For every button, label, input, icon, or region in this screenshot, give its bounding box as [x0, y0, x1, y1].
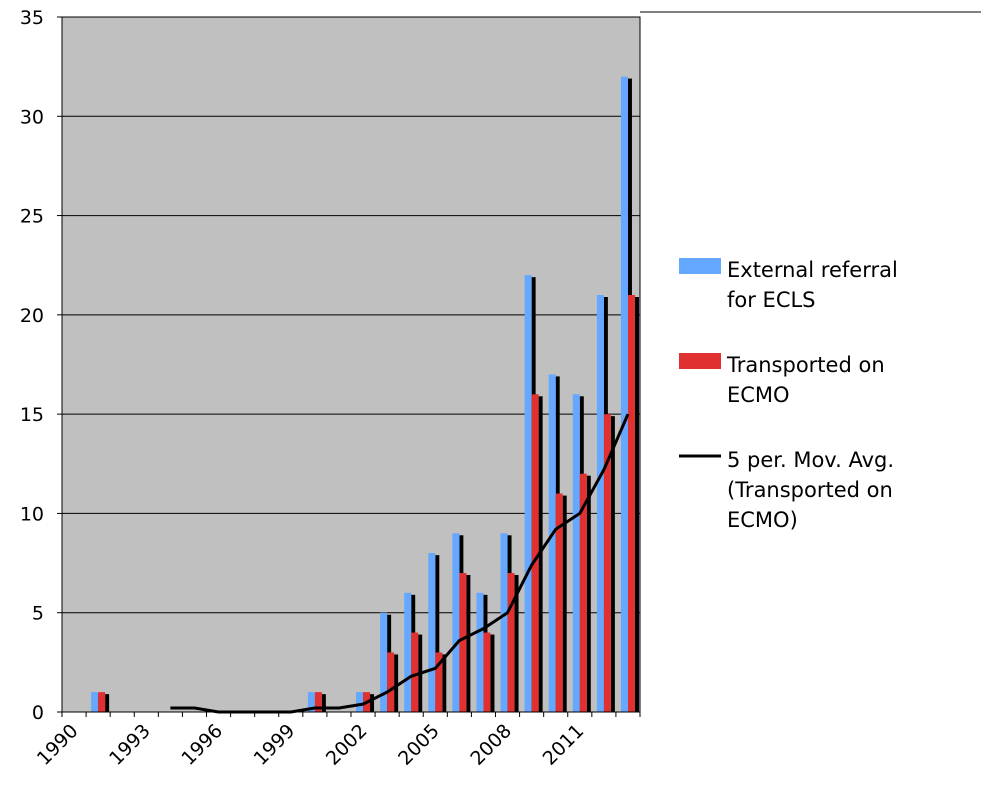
- legend-label: (Transported on: [727, 478, 893, 502]
- x-tick-label: 1996: [177, 720, 227, 770]
- bar-transported-on-ecmo: [98, 692, 106, 712]
- bar-shadow: [442, 654, 447, 712]
- y-tick-label: 30: [20, 106, 44, 128]
- bar-external-referral: [548, 374, 556, 712]
- legend-label: ECMO: [727, 383, 790, 407]
- bar-transported-on-ecmo: [555, 493, 563, 712]
- gridlines: [62, 115, 640, 614]
- x-tick-label: 2002: [322, 720, 372, 770]
- legend-label: 5 per. Mov. Avg.: [727, 448, 894, 472]
- bar-shadow: [610, 416, 615, 712]
- x-tick-label: 1999: [250, 720, 300, 770]
- bar-transported-on-ecmo: [507, 573, 515, 712]
- bar-shadow: [562, 495, 567, 712]
- bar-external-referral: [596, 295, 604, 712]
- x-tick-label: 1990: [33, 720, 83, 770]
- bar-external-referral: [404, 592, 412, 712]
- y-tick-label: 35: [20, 7, 44, 29]
- bar-transported-on-ecmo: [531, 394, 539, 712]
- legend-swatch: [679, 353, 721, 369]
- bar-external-referral: [380, 612, 388, 712]
- legend: External referral for ECLS Transported on E…: [679, 258, 898, 532]
- y-tick-label: 10: [20, 503, 44, 525]
- bar-shadow: [466, 575, 471, 712]
- y-tick-label: 5: [32, 603, 44, 625]
- bar-shadow: [394, 654, 399, 712]
- bar-external-referral: [452, 533, 460, 712]
- bar-external-referral: [500, 533, 508, 712]
- bar-external-referral: [428, 553, 436, 712]
- legend-swatch: [679, 258, 721, 274]
- bar-transported-on-ecmo: [459, 573, 467, 712]
- bar-external-referral: [524, 275, 532, 712]
- legend-label: ECMO): [727, 508, 798, 532]
- legend-label: Transported on: [726, 353, 885, 377]
- bar-transported-on-ecmo: [579, 473, 587, 712]
- bar-external-referral: [91, 692, 99, 712]
- legend-label: External referral: [727, 258, 898, 282]
- bar-transported-on-ecmo: [435, 652, 443, 712]
- bar-external-referral: [356, 692, 364, 712]
- bar-shadow: [490, 634, 495, 712]
- x-tick-label: 2005: [394, 720, 444, 770]
- bar-shadow: [586, 475, 591, 712]
- bar-shadow: [634, 297, 639, 712]
- y-tick-label: 20: [20, 305, 44, 327]
- bars: [91, 76, 639, 713]
- bar-shadow: [435, 555, 440, 712]
- bar-transported-on-ecmo: [483, 632, 491, 712]
- x-tick-label: 2008: [466, 720, 516, 770]
- y-tick-label: 15: [20, 404, 44, 426]
- bar-transported-on-ecmo: [314, 692, 322, 712]
- bar-external-referral: [307, 692, 315, 712]
- y-tick-label: 25: [20, 206, 44, 228]
- bar-shadow: [370, 694, 375, 712]
- legend-label: for ECLS: [727, 288, 816, 312]
- x-tick-label: 2011: [539, 720, 589, 770]
- bar-external-referral: [620, 76, 628, 713]
- plot-area: [61, 16, 641, 713]
- bar-external-referral: [572, 394, 580, 712]
- bar-transported-on-ecmo: [627, 295, 635, 712]
- bar-external-referral: [476, 592, 484, 712]
- bar-transported-on-ecmo: [411, 632, 419, 712]
- y-tick-label: 0: [32, 702, 44, 724]
- x-tick-label: 1993: [105, 720, 155, 770]
- bar-shadow: [105, 694, 110, 712]
- bar-shadow: [321, 694, 326, 712]
- bar-transported-on-ecmo: [603, 414, 611, 712]
- bar-transported-on-ecmo: [387, 652, 395, 712]
- bar-shadow: [514, 575, 519, 712]
